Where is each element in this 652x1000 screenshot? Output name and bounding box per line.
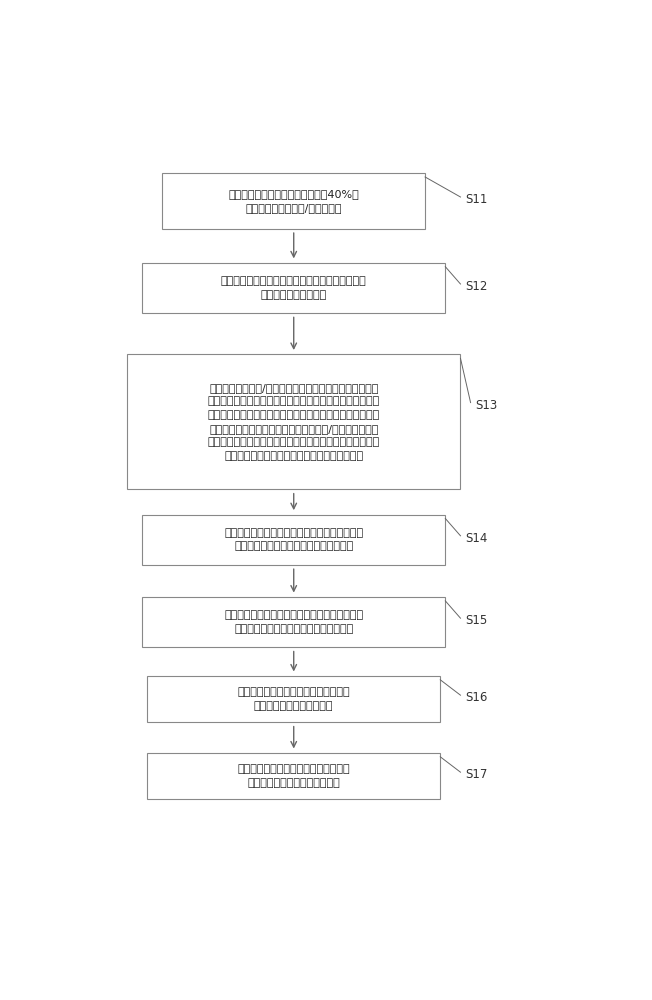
Bar [142,263,445,313]
Text: 向干燥／碳化一体炉中通入热风，干燥及碳化初始
生物质物料，关闭热风: 向干燥／碳化一体炉中通入热风，干燥及碳化初始 生物质物料，关闭热风 [221,276,366,300]
Text: 所述活化气体和混合气共同密闭送入外热式活化
炉的燃烧室，进行燃烧，维持活化炉温度: 所述活化气体和混合气共同密闭送入外热式活化 炉的燃烧室，进行燃烧，维持活化炉温度 [224,610,363,634]
Text: S12: S12 [466,280,488,293]
Text: S17: S17 [466,768,488,781]
Text: 所述水蒸气一部分通入外热式活化炉，
剩余进入蒸汽发电机组进行发电: 所述水蒸气一部分通入外热式活化炉， 剩余进入蒸汽发电机组进行发电 [237,764,350,788]
Text: 将含水量为质量百分含量小于等于40%的
生物质物料送入干燥/碳化一体炉: 将含水量为质量百分含量小于等于40%的 生物质物料送入干燥/碳化一体炉 [228,189,359,213]
Bar [142,597,445,647]
Bar [127,354,460,489]
Text: S13: S13 [476,399,498,412]
Bar [147,676,440,722]
Bar [147,753,440,799]
Text: 采用引风机向干燥/碳化一体炉中抽入定量空气，所述空气
与初始生物质物料碳化过程中释放出的可燃挥发分接触燃烧
，产生热量及热烟气；在所述引风机的作用下，携带有热量: 采用引风机向干燥/碳化一体炉中抽入定量空气，所述空气 与初始生物质物料碳化过程中… [207,383,380,461]
Bar [162,173,425,229]
Text: S11: S11 [466,193,488,206]
Text: S16: S16 [466,691,488,704]
Text: S14: S14 [466,532,488,545]
Text: 燃烧室产生的余热通入余热锅炉换热，
加热余热锅炉，产生水蒸气: 燃烧室产生的余热通入余热锅炉换热， 加热余热锅炉，产生水蒸气 [237,687,350,711]
Text: S15: S15 [466,614,488,627]
Bar [142,515,445,565]
Text: 将碳化料密闭送入外热式活化炉并通入水蒸气，
进行碳化料活化，形成活化料及活化气体: 将碳化料密闭送入外热式活化炉并通入水蒸气， 进行碳化料活化，形成活化料及活化气体 [224,528,363,551]
